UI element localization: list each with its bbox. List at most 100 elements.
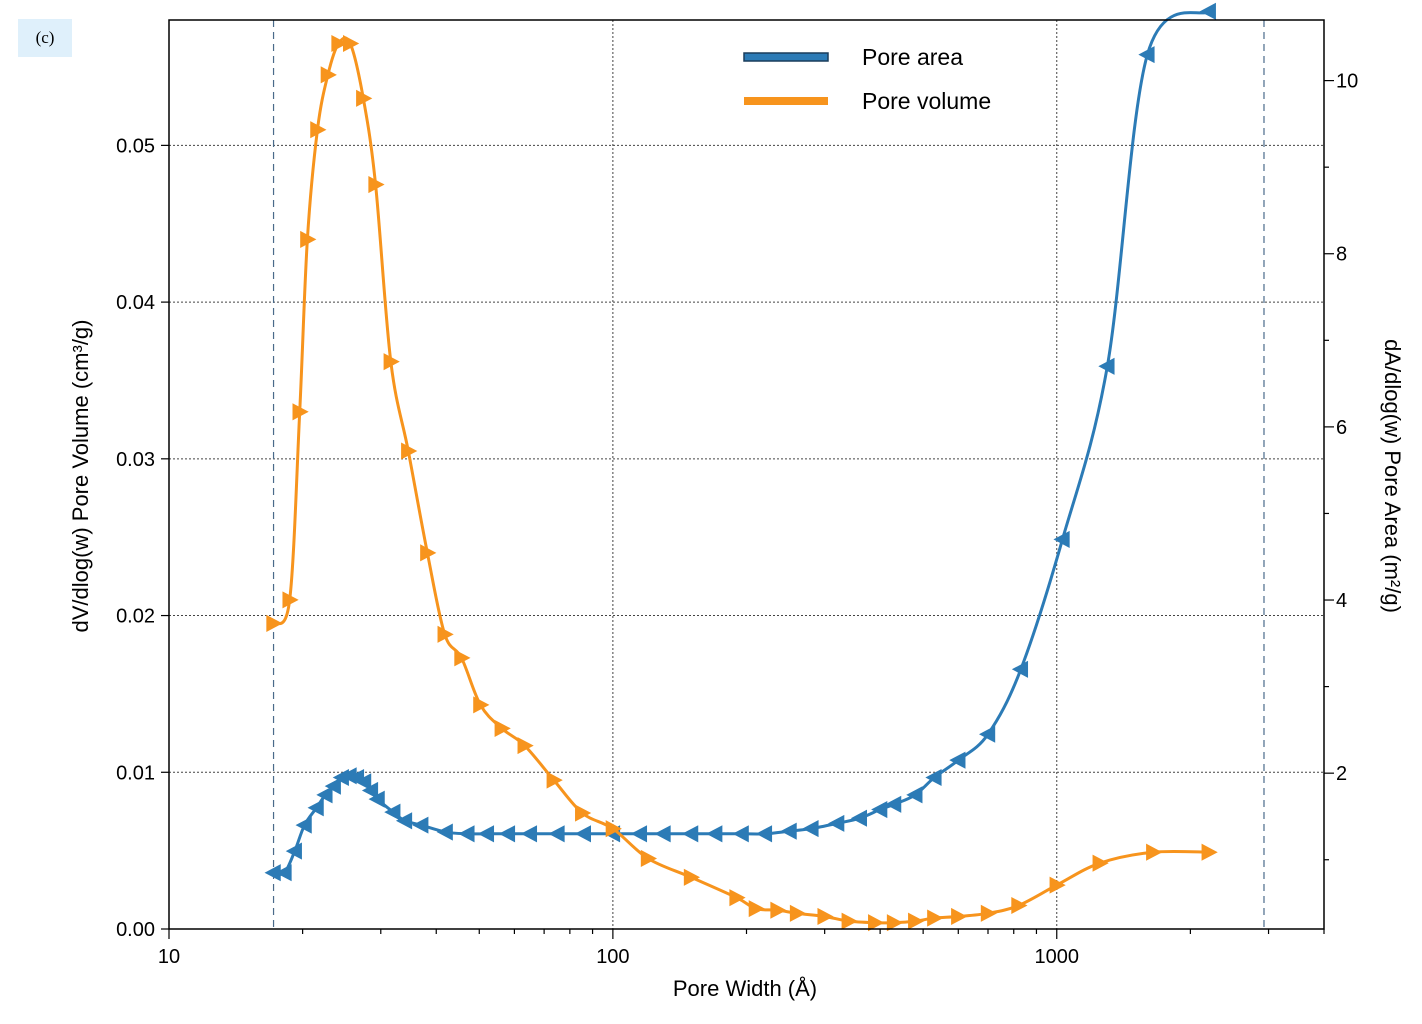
pore-area-point xyxy=(802,820,819,838)
pore-volume-point xyxy=(575,804,592,822)
pore-area-point xyxy=(264,864,281,882)
pore-area-point xyxy=(925,768,942,787)
pore-volume-point xyxy=(1049,876,1066,894)
pore-area-point xyxy=(1199,2,1216,20)
pore-area-line xyxy=(273,9,1210,876)
pore-volume-point xyxy=(770,901,787,919)
pore-volume-point xyxy=(951,907,968,926)
pore-volume-point xyxy=(841,912,858,930)
pore-area-point xyxy=(828,814,845,832)
pore-volume-point xyxy=(908,912,925,930)
y-right-tick-label: 4 xyxy=(1336,590,1347,612)
pore-volume-point xyxy=(320,66,337,84)
pore-area-point xyxy=(412,816,429,834)
pore-area-point xyxy=(1053,530,1070,548)
pore-volume-point xyxy=(517,737,534,755)
y-right-tick-label: 8 xyxy=(1336,244,1347,266)
pore-volume-point xyxy=(886,914,904,932)
y-left-tick-label: 0.02 xyxy=(116,606,155,628)
y-right-tick-label: 6 xyxy=(1336,417,1347,439)
pore-area-point xyxy=(355,773,372,791)
legend-label: Pore volume xyxy=(862,88,991,114)
x-axis-label: Pore Width (Å) xyxy=(673,976,817,1001)
pore-area-point xyxy=(458,825,475,843)
y-left-tick-label: 0.03 xyxy=(116,449,155,471)
pore-volume-point xyxy=(310,121,327,139)
pore-volume-point xyxy=(383,353,400,371)
pore-volume-point xyxy=(401,442,418,460)
pore-area-point xyxy=(307,799,324,817)
pore-area-point xyxy=(630,825,648,843)
y-left-tick-label: 0.05 xyxy=(116,135,155,157)
grid-lines xyxy=(169,20,1324,929)
pore-volume-point xyxy=(292,403,309,421)
pore-area-point xyxy=(780,822,797,840)
legend-label: Pore area xyxy=(862,44,963,70)
pore-area-point xyxy=(906,786,923,804)
legend-swatch-pore-area xyxy=(743,52,829,62)
series-layer xyxy=(264,2,1218,932)
pore-area-point xyxy=(498,825,516,843)
pore-volume-point xyxy=(343,34,360,53)
pore-volume-point xyxy=(266,614,283,632)
pore-volume-line xyxy=(272,36,1209,925)
pore-volume-point xyxy=(546,771,563,789)
pore-area-point xyxy=(295,816,312,834)
legend: Pore area Pore volume xyxy=(743,44,991,114)
pore-volume-point xyxy=(789,904,807,922)
pore-volume-point xyxy=(927,909,944,927)
pore-area-point xyxy=(1011,660,1029,678)
plot-frame xyxy=(168,19,1325,930)
pore-volume-point xyxy=(437,625,454,643)
pore-area-point xyxy=(384,803,401,821)
y-left-tick-label: 0.00 xyxy=(116,919,155,941)
pore-area-point xyxy=(1138,46,1155,64)
pore-volume-point xyxy=(1201,843,1218,861)
pore-area-point xyxy=(361,781,379,800)
pore-area-point xyxy=(316,786,333,804)
pore-area-point xyxy=(436,823,453,841)
pore-area-point xyxy=(979,725,996,743)
pore-volume-point xyxy=(1092,854,1109,872)
pore-area-point xyxy=(949,751,966,769)
pore-area-point xyxy=(682,825,699,843)
pore-volume-point xyxy=(683,868,701,886)
y-left-tick-label: 0.01 xyxy=(116,762,155,784)
pore-area-point xyxy=(706,825,723,843)
pore-volume-point xyxy=(282,591,299,609)
axes-frame xyxy=(168,19,1325,930)
pore-area-point xyxy=(548,825,565,843)
pore-area-point xyxy=(520,825,538,843)
y-left-tick-label: 0.04 xyxy=(116,292,155,314)
pore-area-point xyxy=(477,825,495,843)
y-right-tick-label: 2 xyxy=(1336,763,1347,785)
pore-volume-point xyxy=(420,544,437,562)
pore-area-point xyxy=(332,768,349,787)
pore-volume-point xyxy=(748,900,765,918)
pore-area-point xyxy=(1098,357,1115,375)
pore-volume-point xyxy=(368,176,385,194)
pore-area-point xyxy=(885,795,902,813)
pore-volume-point xyxy=(473,696,490,714)
pore-area-point xyxy=(395,812,413,830)
x-tick-label: 100 xyxy=(596,946,629,968)
tick-layer: 10 100 1000 0.00 0.01 0.02 0.03 0.04 0.05 2 4 6 8 10 xyxy=(116,71,1358,968)
pore-area-point xyxy=(285,842,302,860)
pore-area-point xyxy=(654,825,671,843)
x-tick-label: 1000 xyxy=(1035,946,1080,968)
y-axis-right-label: dA/dlog(w) Pore Area (m²/g) xyxy=(1380,339,1405,613)
x-tick-label: 10 xyxy=(158,946,180,968)
pore-volume-point xyxy=(640,849,658,868)
pore-volume-point xyxy=(817,907,834,926)
pore-area-point xyxy=(871,800,888,819)
pore-area-point xyxy=(340,767,357,785)
pore-area-point xyxy=(850,809,868,827)
pore-volume-point xyxy=(980,904,998,922)
reference-lines xyxy=(272,20,1265,929)
y-right-tick-label: 10 xyxy=(1336,71,1358,93)
pore-area-point xyxy=(275,864,292,882)
pore-area-point xyxy=(324,777,341,795)
y-axis-left-label: dV/dlog(w) Pore Volume (cm³/g) xyxy=(68,320,93,633)
pore-volume-point xyxy=(1146,843,1163,861)
